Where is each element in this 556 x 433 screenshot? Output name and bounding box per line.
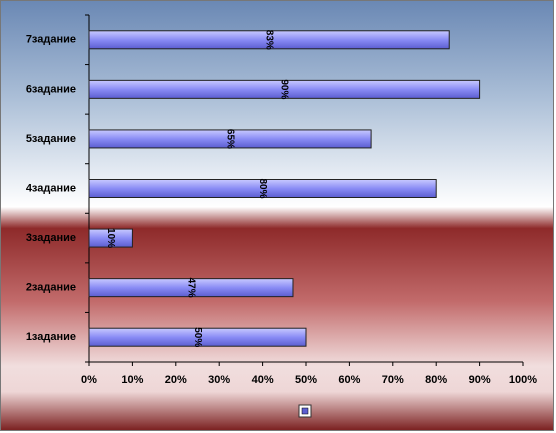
data-label: 10% bbox=[105, 228, 116, 248]
x-tick-label: 20% bbox=[165, 374, 187, 386]
x-tick-label: 100% bbox=[509, 374, 537, 386]
x-tick-label: 0% bbox=[81, 374, 97, 386]
x-tick-label: 30% bbox=[208, 374, 230, 386]
bar bbox=[88, 179, 437, 198]
y-tick-label: 4задание bbox=[26, 182, 76, 194]
x-tick-label: 60% bbox=[338, 374, 360, 386]
data-label: 65% bbox=[224, 129, 235, 149]
y-tick-label: 1задание bbox=[26, 331, 76, 343]
x-tick-label: 40% bbox=[252, 374, 274, 386]
x-tick-label: 10% bbox=[121, 374, 143, 386]
data-label: 83% bbox=[263, 30, 274, 50]
x-tick-label: 50% bbox=[295, 374, 317, 386]
y-tick-label: 3задание bbox=[26, 232, 76, 244]
x-tick-label: 90% bbox=[469, 374, 491, 386]
data-label: 47% bbox=[185, 278, 196, 298]
bar bbox=[88, 327, 307, 347]
data-label: 80% bbox=[257, 178, 268, 198]
y-tick-label: 5задание bbox=[26, 133, 76, 145]
bar bbox=[88, 30, 450, 50]
data-label: 90% bbox=[279, 79, 290, 99]
y-tick-label: 2задание bbox=[26, 282, 76, 294]
bar bbox=[88, 228, 133, 248]
bar bbox=[88, 129, 372, 149]
bar bbox=[88, 79, 481, 99]
y-tick-label: 7задание bbox=[26, 34, 76, 46]
y-tick-label: 6задание bbox=[26, 83, 76, 95]
legend bbox=[298, 404, 312, 418]
legend-key bbox=[301, 407, 309, 415]
data-label: 50% bbox=[192, 327, 203, 347]
x-tick-label: 70% bbox=[382, 374, 404, 386]
bar bbox=[88, 278, 294, 298]
x-tick-label: 80% bbox=[425, 374, 447, 386]
